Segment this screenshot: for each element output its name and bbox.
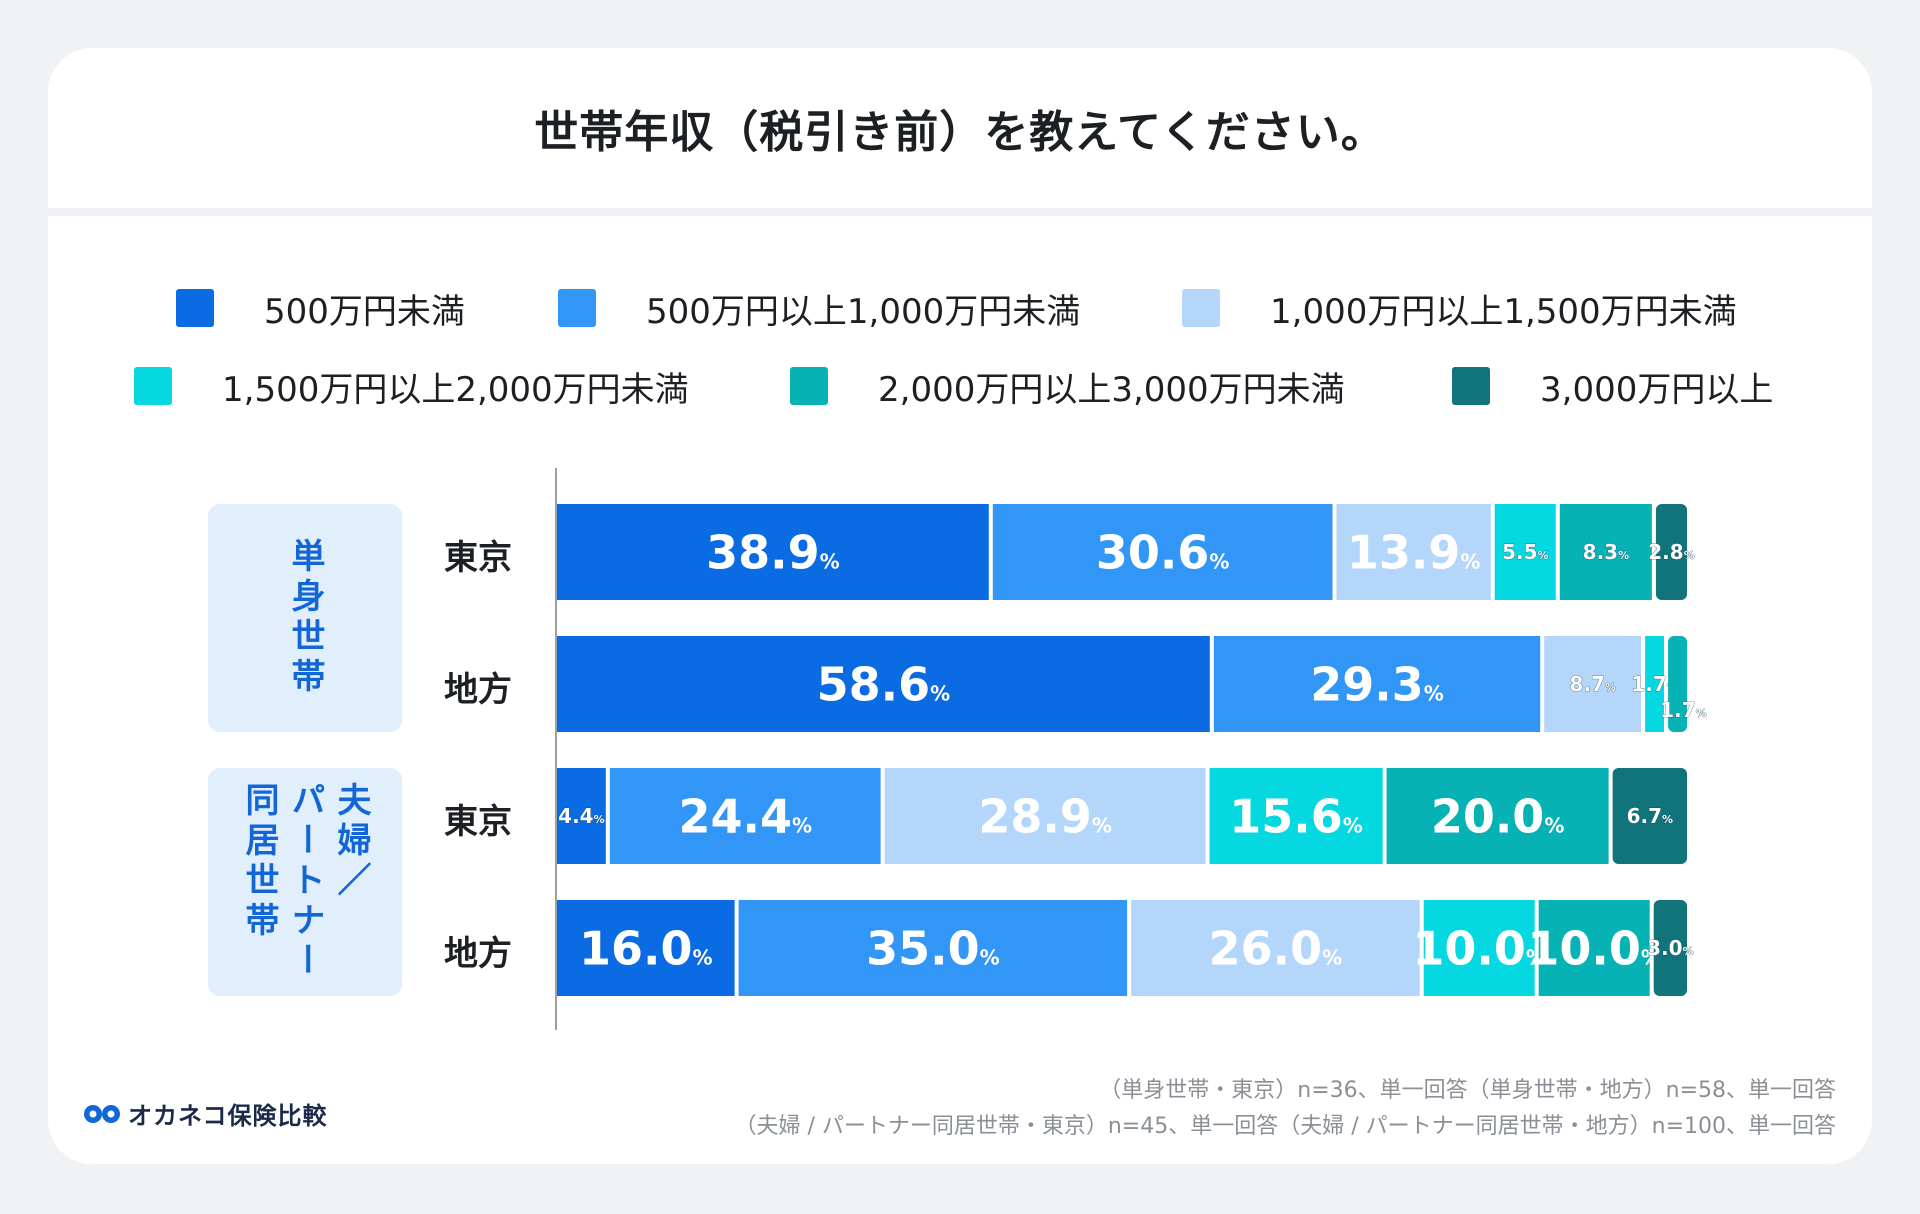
bar-segment-r1-s1 [1213, 636, 1541, 732]
bar-segment-r3-s0 [557, 900, 735, 996]
data-label-r2-s2: 28.9% [978, 790, 1112, 844]
legend-item-under500: 500万円未満 [176, 286, 465, 332]
chart-title: 世帯年収（税引き前）を教えてください。 [534, 107, 1386, 158]
bar-segment-r3-s5 [1653, 900, 1687, 996]
bar-segment-r0-s2 [1336, 504, 1491, 600]
legend-item-1000to1500: 1,000万円以上1,500万円未満 [1182, 286, 1737, 332]
legend-swatch-under500 [176, 289, 214, 327]
title-divider [48, 208, 1872, 216]
data-label-r1-s4: 1.7% [1660, 698, 1706, 722]
bar-segment-r1-s4 [1668, 636, 1687, 732]
group-label-couple-col1: 夫婦／ [331, 782, 371, 902]
legend-label-1500to2000: 1,500万円以上2,000万円未満 [222, 369, 689, 410]
legend-item-over3000: 3,000万円以上 [1452, 364, 1774, 410]
legend-swatch-2000to3000 [790, 367, 828, 405]
bar-segment-r2-s4 [1386, 768, 1609, 864]
legend-label-under500: 500万円未満 [264, 291, 465, 332]
bar-segment-r1-s3 [1645, 636, 1664, 732]
logo-mark-icon [84, 1104, 120, 1123]
bar-segment-r0-s5 [1655, 504, 1687, 600]
bar-segment-r2-s1 [609, 768, 881, 864]
group-box-single: 単身世帯 [208, 504, 402, 732]
bar-segment-r1-s0 [557, 636, 1210, 732]
legend-swatch-over3000 [1452, 367, 1490, 405]
data-label-r3-s0: 16.0% [579, 922, 713, 976]
y-axis-line [555, 468, 557, 1030]
footnote-line2: （夫婦 / パートナー同居世帯・東京）n=45、単一回答（夫婦 / パートナー同… [734, 1114, 1836, 1139]
chart-card: 世帯年収（税引き前）を教えてください。 500万円未満 500万円以上1,000… [48, 48, 1872, 1164]
bar-segment-r3-s4 [1538, 900, 1650, 996]
legend-item-1500to2000: 1,500万円以上2,000万円未満 [134, 364, 689, 410]
data-label-r3-s5: 3.0% [1647, 936, 1693, 960]
data-label-r0-s2: 13.9% [1347, 526, 1481, 580]
group-label-couple-col2: パートナー [285, 782, 325, 982]
data-label-r3-s1: 35.0% [866, 922, 1000, 976]
bar-segment-r3-s1 [738, 900, 1128, 996]
row-label-couple-region: 地方 [444, 933, 512, 974]
bar-segment-r0-s1 [992, 504, 1333, 600]
legend-label-over3000: 3,000万円以上 [1540, 369, 1774, 410]
data-label-r2-s3: 15.6% [1229, 790, 1363, 844]
data-label-r2-s4: 20.0% [1431, 790, 1565, 844]
footnote-line1: （単身世帯・東京）n=36、単一回答（単身世帯・地方）n=58、単一回答 [1099, 1078, 1836, 1103]
data-label-r0-s5: 2.8% [1648, 540, 1694, 564]
group-box-couple: 夫婦／ パートナー 同居世帯 [208, 768, 402, 996]
row-label-couple-tokyo: 東京 [444, 801, 512, 842]
legend-swatch-1500to2000 [134, 367, 172, 405]
data-label-r1-s0: 58.6% [817, 658, 951, 712]
legend-item-500to1000: 500万円以上1,000万円未満 [558, 286, 1081, 332]
legend-swatch-500to1000 [558, 289, 596, 327]
logo: オカネコ保険比較 [82, 1096, 328, 1131]
bar-segment-r3-s3 [1423, 900, 1535, 996]
bar-segment-r2-s2 [884, 768, 1206, 864]
legend-item-2000to3000: 2,000万円以上3,000万円未満 [790, 364, 1345, 410]
row-label-single-region: 地方 [444, 669, 512, 710]
group-label-couple-col3: 同居世帯 [239, 782, 279, 942]
bar-chart: 38.9% 30.6% 13.9% 5.5% 8.3% 2.8%58.6% 29.3% 8.7… [557, 504, 1707, 996]
data-label-r1-s1: 29.3% [1310, 658, 1444, 712]
legend-swatch-1000to1500 [1182, 289, 1220, 327]
row-label-single-tokyo: 東京 [444, 537, 512, 578]
bar-segment-r0-s3 [1494, 504, 1556, 600]
legend-label-500to1000: 500万円以上1,000万円未満 [646, 291, 1081, 332]
bar-segment-r2-s0 [557, 768, 606, 864]
group-label-couple: 夫婦／ パートナー 同居世帯 [237, 782, 373, 982]
bar-segment-r0-s0 [557, 504, 989, 600]
bar-segment-r2-s5 [1612, 768, 1687, 864]
bar-segment-r2-s3 [1209, 768, 1383, 864]
data-label-r2-s1: 24.4% [679, 790, 813, 844]
data-label-r3-s4: 10.0% [1527, 922, 1661, 976]
bar-segment-r0-s4 [1559, 504, 1652, 600]
data-label-r0-s0: 38.9% [706, 526, 840, 580]
legend-label-2000to3000: 2,000万円以上3,000万円未満 [878, 369, 1345, 410]
legend-label-1000to1500: 1,000万円以上1,500万円未満 [1270, 291, 1737, 332]
bar-segment-r1-s2 [1544, 636, 1642, 732]
data-label-r0-s1: 30.6% [1096, 526, 1230, 580]
data-label-r3-s2: 26.0% [1209, 922, 1343, 976]
bar-segment-r3-s2 [1131, 900, 1420, 996]
logo-text: オカネコ保険比較 [128, 1102, 328, 1130]
group-label-single: 単身世帯 [285, 538, 325, 698]
